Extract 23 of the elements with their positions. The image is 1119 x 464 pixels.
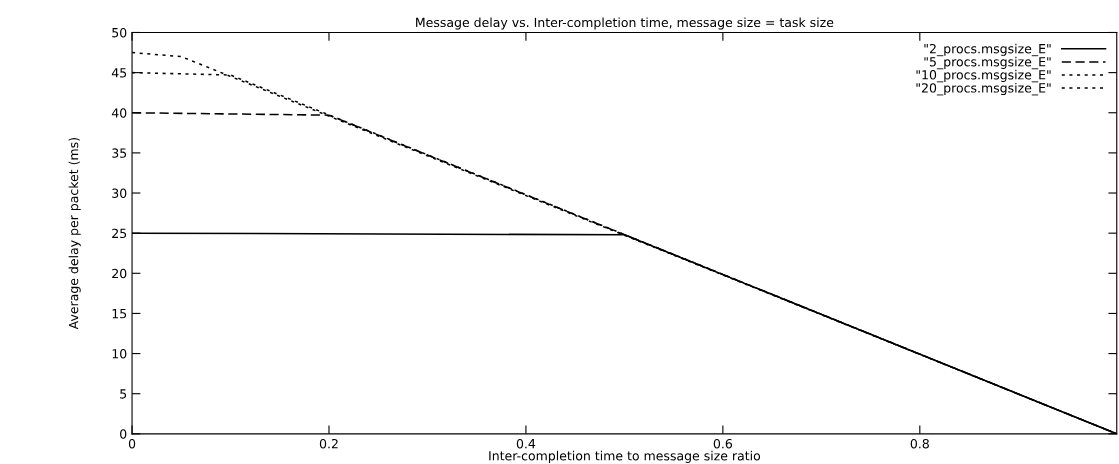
y-tick-label: 0 — [120, 429, 127, 439]
x-tick-label: 0.8 — [910, 438, 929, 449]
legend-label: "2_procs.msgsize_E" — [924, 43, 1051, 57]
x-axis-title: Inter-completion time to message size ratio — [489, 450, 761, 463]
x-tick-label: 0.4 — [516, 438, 536, 449]
x-tick-label: 0.2 — [319, 438, 338, 449]
y-tick-label: 20 — [112, 268, 127, 279]
y-tick-label: 30 — [112, 188, 127, 198]
y-tick-label: 45 — [111, 68, 127, 78]
y-tick-label: 25 — [112, 228, 127, 239]
y-tick-label: 10 — [112, 349, 127, 359]
legend-label: "5_procs.msgsize_E" — [924, 56, 1051, 70]
chart-title: Message delay vs. Inter-completion time, message size = task size — [416, 17, 834, 30]
x-tick-label: 0.6 — [713, 438, 733, 449]
legend-label: "10_procs.msgsize_E" — [916, 69, 1051, 83]
y-axis-title: Average delay per packet (ms) — [68, 138, 81, 330]
y-tick-label: 35 — [112, 148, 127, 158]
y-tick-label: 40 — [111, 108, 127, 118]
y-tick-label: 50 — [112, 27, 127, 38]
legend-label: "20_procs.msgsize_E" — [916, 82, 1051, 96]
x-tick-label: 0 — [128, 438, 136, 449]
y-tick-label: 5 — [120, 389, 127, 399]
y-tick-label: 15 — [112, 309, 127, 319]
